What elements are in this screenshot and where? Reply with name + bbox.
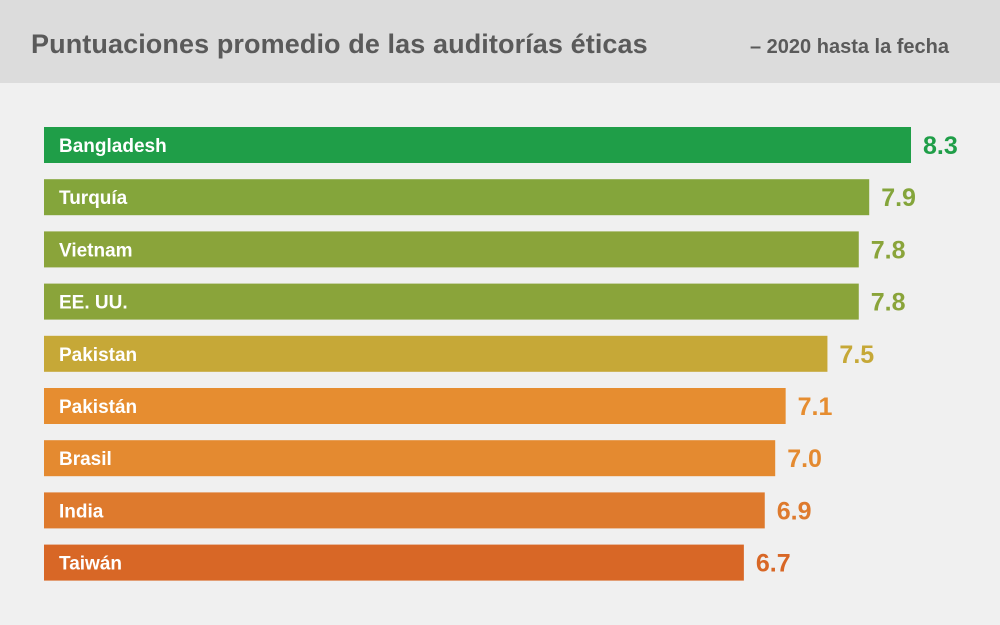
value-label: 7.1 (798, 393, 833, 421)
bar-group: Vietnam 7.8 (44, 231, 906, 268)
chart-title: Puntuaciones promedio de las auditorías … (31, 29, 648, 59)
value-label: 7.8 (871, 289, 906, 317)
category-label: EE. UU. (59, 293, 128, 314)
bar-group: Turquía 7.9 (44, 179, 916, 216)
category-label: Taiwán (59, 554, 122, 575)
category-label: Turquía (59, 188, 128, 209)
bar (44, 283, 859, 320)
bar-group: Pakistan 7.5 (44, 335, 874, 372)
bar-group: Brasil 7.0 (44, 440, 822, 477)
value-label: 6.7 (756, 550, 791, 578)
bar (44, 440, 776, 477)
value-label: 7.0 (787, 445, 822, 473)
bar (44, 492, 765, 529)
value-label: 7.5 (839, 341, 874, 369)
category-label: India (59, 501, 104, 522)
category-label: Pakistán (59, 397, 137, 418)
value-label: 8.3 (923, 132, 958, 160)
bar-group: Taiwán 6.7 (44, 544, 791, 581)
category-label: Brasil (59, 449, 112, 470)
title-bar: Puntuaciones promedio de las auditorías … (0, 0, 1000, 83)
value-label: 7.9 (881, 184, 916, 212)
bar-group: EE. UU. 7.8 (44, 283, 906, 320)
bar (44, 335, 828, 372)
bar-group: India 6.9 (44, 492, 812, 529)
bar-group: Pakistán 7.1 (44, 388, 833, 424)
value-label: 6.9 (777, 497, 812, 525)
bar (44, 388, 786, 424)
bar (44, 127, 911, 163)
category-label: Bangladesh (59, 136, 167, 157)
value-label: 7.8 (871, 236, 906, 264)
bar (44, 231, 859, 268)
chart-subtitle: – 2020 hasta la fecha (750, 36, 950, 58)
category-label: Pakistan (59, 345, 137, 366)
bar (44, 179, 870, 216)
bar-group: Bangladesh 8.3 (44, 127, 958, 163)
bar (44, 544, 744, 581)
category-label: Vietnam (59, 240, 133, 261)
